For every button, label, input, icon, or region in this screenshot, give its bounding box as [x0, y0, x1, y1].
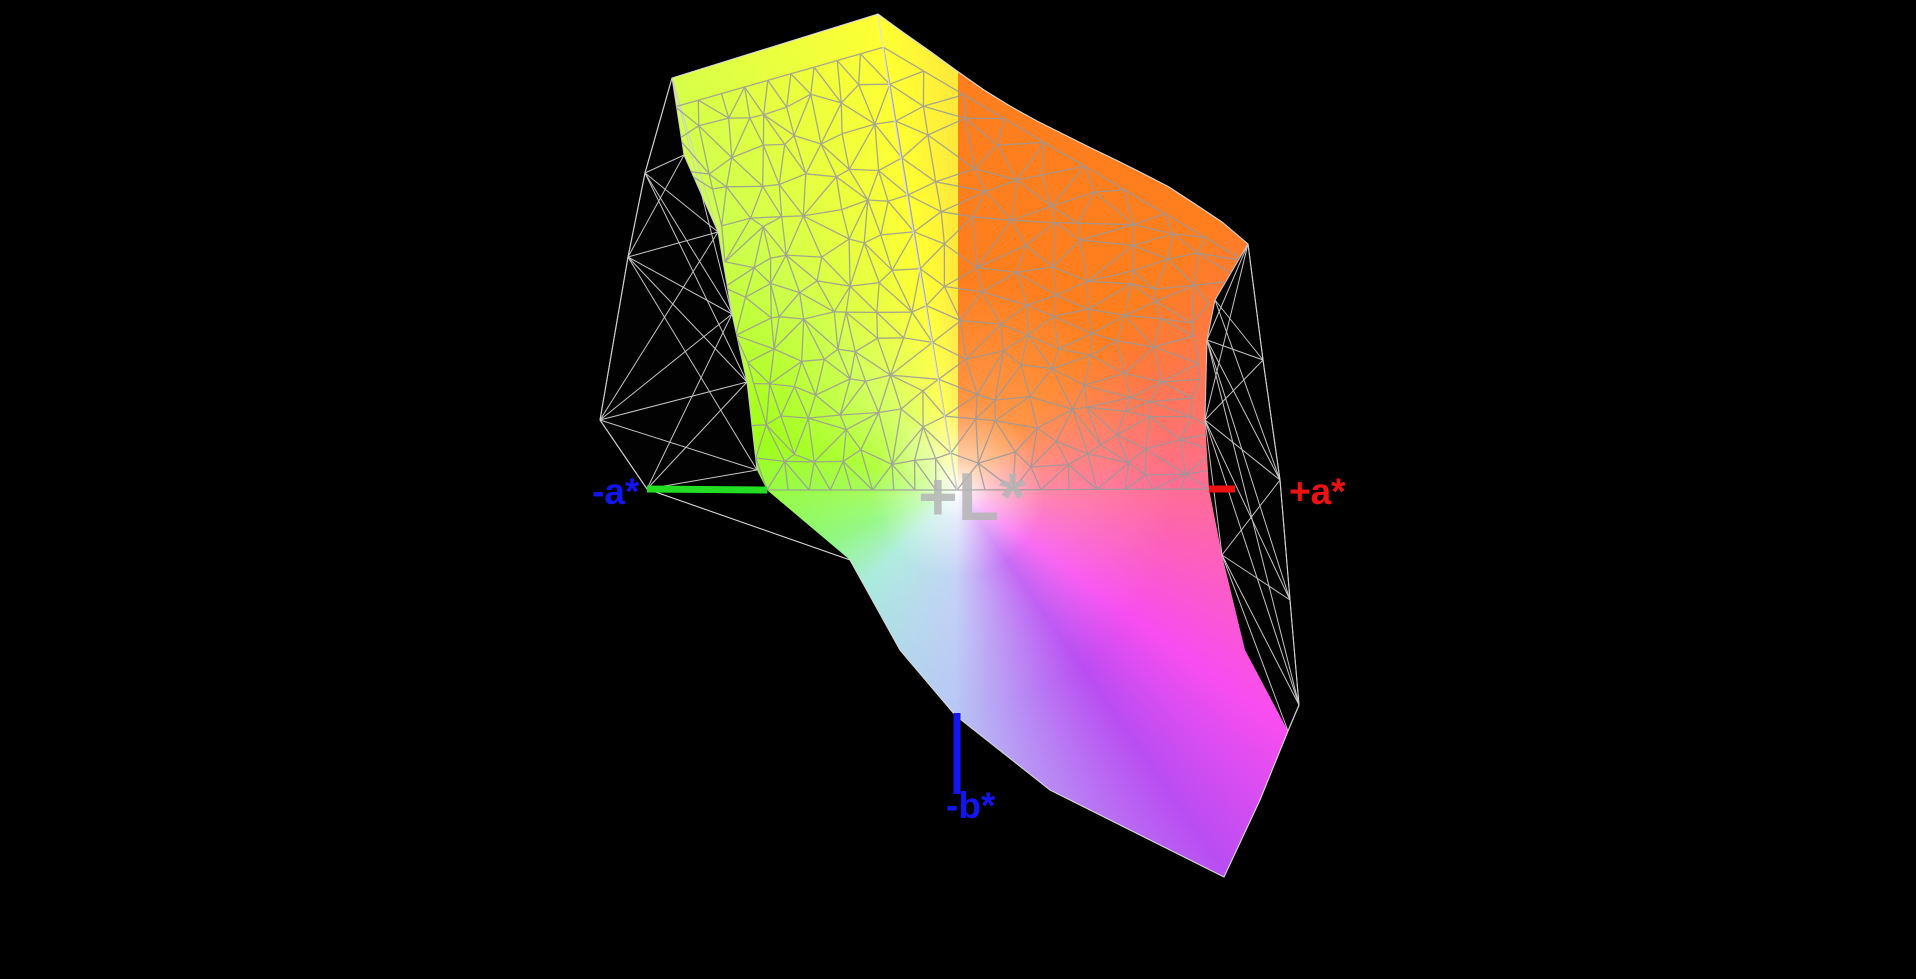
svg-text:-b*: -b*: [946, 785, 996, 826]
svg-text:-a*: -a*: [592, 471, 640, 512]
svg-text:+L*: +L*: [918, 459, 1026, 535]
svg-text:+a*: +a*: [1289, 471, 1346, 512]
